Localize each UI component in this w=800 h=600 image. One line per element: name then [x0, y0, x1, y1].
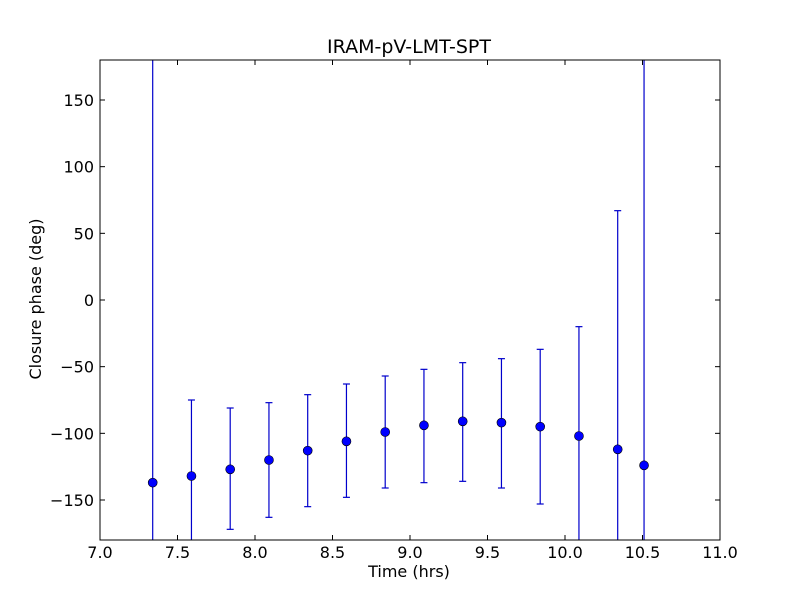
x-tick-label: 11.0 [702, 543, 738, 562]
y-tick-label: 150 [63, 91, 94, 110]
data-point [419, 420, 429, 431]
y-tick-label: −150 [50, 491, 94, 510]
data-point [535, 421, 546, 432]
data-points [147, 60, 649, 540]
x-tick-label: 7.5 [165, 543, 190, 562]
x-tick-label: 9.0 [397, 543, 422, 562]
y-tick-label: 50 [74, 224, 94, 243]
data-point [457, 416, 468, 427]
data-point [639, 460, 649, 471]
x-tick-label: 8.0 [242, 543, 267, 562]
x-tick-label: 10.5 [625, 543, 661, 562]
x-axis-ticks: 7.0 7.5 8.0 8.5 9.0 9.5 10.0 10.5 11.0 [87, 60, 738, 562]
y-tick-label: 0 [84, 291, 94, 310]
data-point [225, 464, 235, 475]
y-tick-label: −50 [60, 358, 94, 377]
y-tick-label: 100 [63, 158, 94, 177]
data-point [612, 444, 623, 455]
data-point [302, 445, 313, 456]
data-point [380, 427, 391, 437]
data-point [264, 455, 274, 465]
x-axis-label: Time (hrs) [367, 562, 450, 581]
data-point [147, 477, 158, 488]
data-point [496, 417, 507, 428]
y-axis-label: Closure phase (deg) [26, 218, 45, 379]
data-point [341, 436, 352, 447]
data-point [574, 431, 584, 441]
x-tick-label: 9.5 [475, 543, 500, 562]
data-point [186, 471, 197, 481]
x-tick-label: 7.0 [87, 543, 112, 562]
y-axis-ticks: −150 −100 −50 0 50 100 150 [50, 91, 720, 510]
data-series [147, 60, 649, 540]
x-tick-label: 10.0 [547, 543, 583, 562]
chart-title: IRAM-pV-LMT-SPT [327, 36, 491, 58]
y-tick-label: −100 [50, 424, 94, 443]
plot-frame [99, 59, 721, 541]
x-tick-label: 8.5 [320, 543, 345, 562]
